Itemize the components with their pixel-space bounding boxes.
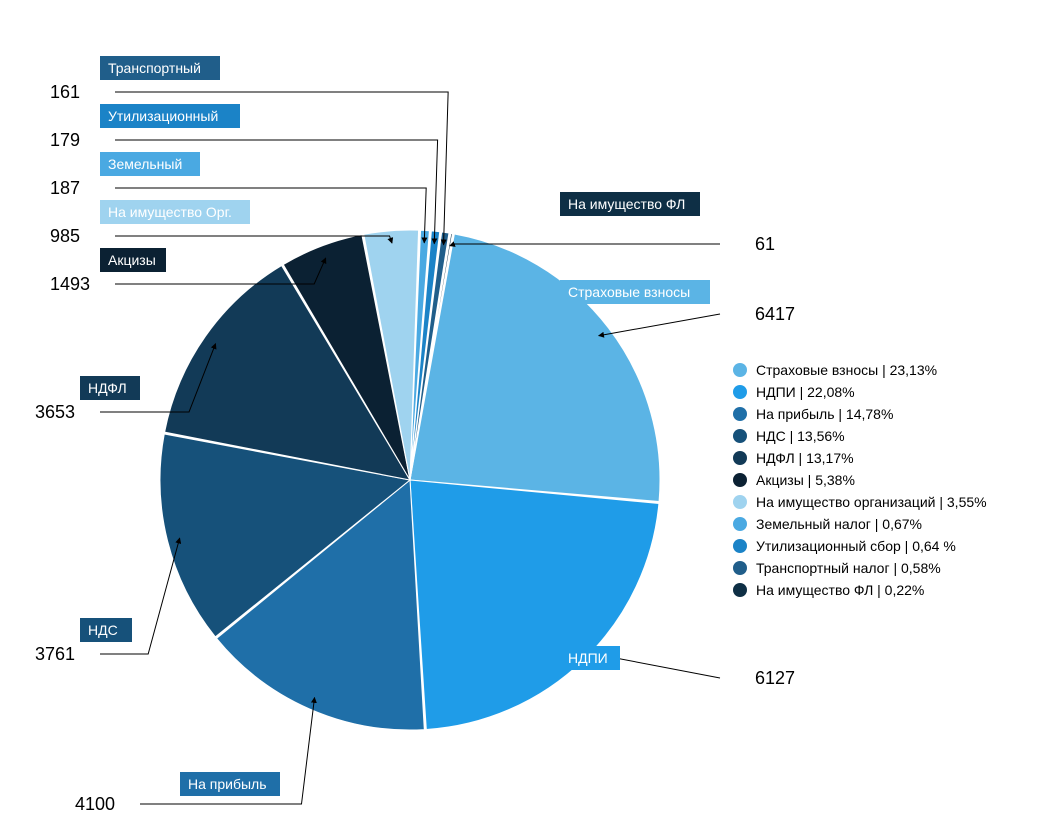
callout-value-strakh: 6417 xyxy=(755,304,795,324)
callout-value-transp: 161 xyxy=(50,82,80,102)
legend-bullet xyxy=(733,473,747,487)
legend-item: Утилизационный сбор | 0,64 % xyxy=(756,538,956,554)
callout-value-nds: 3761 xyxy=(35,644,75,664)
tax-pie-chart: На имущество ФЛ 61 Страховые взносы 6417 НДП… xyxy=(0,0,1040,834)
callout-value-imushorg: 985 xyxy=(50,226,80,246)
legend-bullet xyxy=(733,429,747,443)
legend-bullet xyxy=(733,363,747,377)
callout-label-akcizy: Акцизы xyxy=(108,252,156,268)
callout-value-ndfl: 3653 xyxy=(35,402,75,422)
legend-item: Земельный налог | 0,67% xyxy=(756,516,922,532)
legend-bullet xyxy=(733,495,747,509)
pie-slice-ndpi xyxy=(410,480,659,729)
legend-bullet xyxy=(733,517,747,531)
callout-label-imushfl: На имущество ФЛ xyxy=(568,196,685,212)
callout-label-nds: НДС xyxy=(88,622,118,638)
legend-item: Страховые взносы | 23,13% xyxy=(756,362,937,378)
callout-label-pribyl: На прибыль xyxy=(188,776,267,792)
legend-item: На имущество ФЛ | 0,22% xyxy=(756,582,924,598)
callout-value-imushfl: 61 xyxy=(755,234,775,254)
legend-item: НДФЛ | 13,17% xyxy=(756,450,854,466)
legend-item: Акцизы | 5,38% xyxy=(756,472,855,488)
callout-label-util: Утилизационный xyxy=(108,108,218,124)
legend-item: НДС | 13,56% xyxy=(756,428,845,444)
legend-item: На имущество организаций | 3,55% xyxy=(756,494,987,510)
callout-value-ndpi: 6127 xyxy=(755,668,795,688)
callout-label-ndfl: НДФЛ xyxy=(88,380,127,396)
callout-value-util: 179 xyxy=(50,130,80,150)
callout-label-zemel: Земельный xyxy=(108,156,182,172)
legend-bullet xyxy=(733,583,747,597)
legend-bullet xyxy=(733,451,747,465)
callout-label-transp: Транспортный xyxy=(108,60,201,76)
callout-label-imushorg: На имущество Орг. xyxy=(108,204,232,220)
legend-item: На прибыль | 14,78% xyxy=(756,406,893,422)
callout-value-pribyl: 4100 xyxy=(75,794,115,814)
callout-leader-strakh xyxy=(599,314,720,336)
legend-item: НДПИ | 22,08% xyxy=(756,384,855,400)
legend-bullet xyxy=(733,385,747,399)
callout-value-akcizy: 1493 xyxy=(50,274,90,294)
legend-bullet xyxy=(733,407,747,421)
legend-item: Транспортный налог | 0,58% xyxy=(756,560,941,576)
callout-label-ndpi: НДПИ xyxy=(568,650,608,666)
legend-bullet xyxy=(733,561,747,575)
callout-value-zemel: 187 xyxy=(50,178,80,198)
pie-slice-strakh xyxy=(410,234,660,502)
callout-label-strakh: Страховые взносы xyxy=(568,284,690,300)
legend-bullet xyxy=(733,539,747,553)
